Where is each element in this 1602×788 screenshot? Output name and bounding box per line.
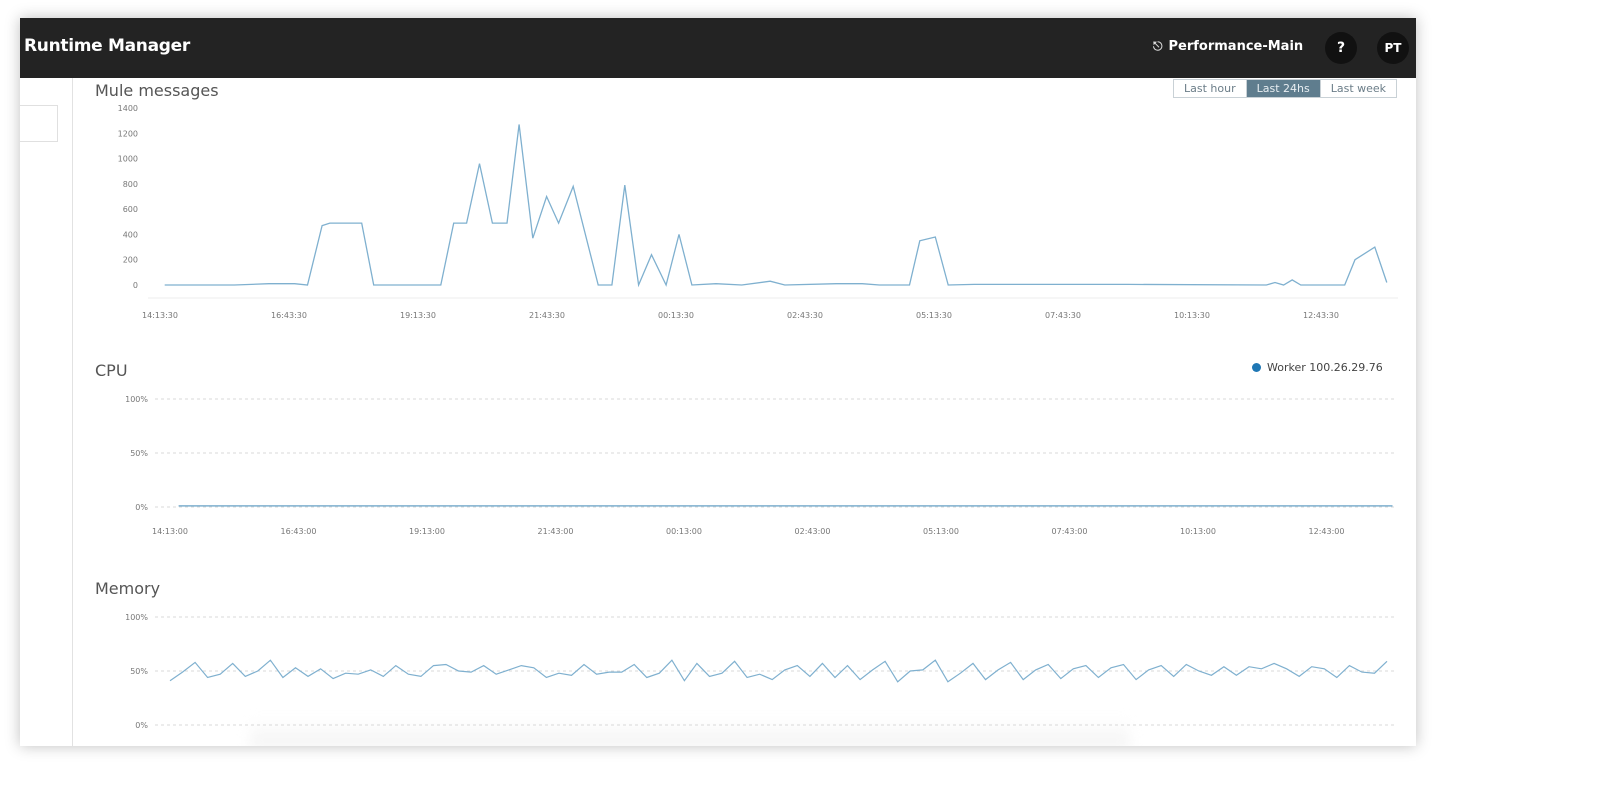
user-avatar[interactable]: PT [1377,32,1409,64]
legend-label: Worker 100.26.29.76 [1267,361,1383,374]
top-nav-bar: Runtime Manager ⎋ Performance-Main ? PT [20,18,1416,78]
environment-icon: ⎋ [1153,39,1163,53]
sidebar-divider [72,78,73,746]
help-button[interactable]: ? [1325,32,1357,64]
range-last-week[interactable]: Last week [1320,80,1397,97]
memory-title: Memory [95,579,161,598]
mule-messages-title: Mule messages [95,81,219,100]
time-range-toggle: Last hour Last 24hs Last week [1173,79,1398,98]
environment-name: Performance-Main [1168,39,1304,54]
cpu-title: CPU [95,361,128,380]
range-last-hour[interactable]: Last hour [1174,80,1247,97]
left-panel-box[interactable] [20,105,58,142]
range-last-24hs[interactable]: Last 24hs [1246,80,1321,97]
app-title[interactable]: Runtime Manager [24,36,190,56]
bottom-fade [250,718,1130,746]
cpu-legend[interactable]: Worker 100.26.29.76 [1252,361,1383,374]
legend-dot-icon [1252,363,1261,372]
runtime-manager-window: Runtime Manager ⎋ Performance-Main ? PT … [20,18,1416,746]
environment-selector[interactable]: ⎋ Performance-Main [1153,39,1303,54]
